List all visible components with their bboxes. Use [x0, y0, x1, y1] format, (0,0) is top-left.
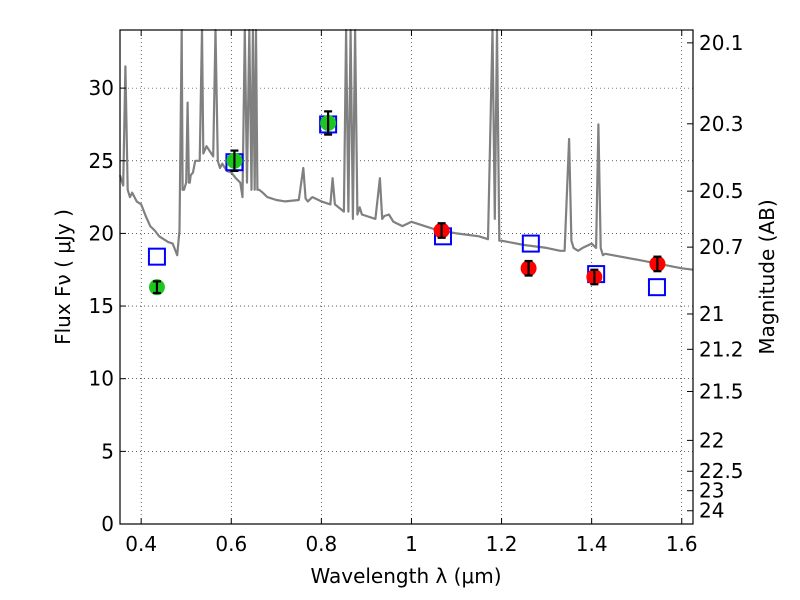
observed-photometry-points	[148, 110, 666, 296]
y2-tick-label: 20.5	[699, 179, 744, 203]
x-tick-label: 1.2	[486, 532, 518, 556]
y-axis-label: Flux Fν ( μJy )	[51, 209, 75, 345]
y-tick-label: 5	[101, 439, 114, 463]
plot-background	[120, 30, 693, 524]
y2-tick-label: 22	[699, 428, 724, 452]
x-tick-label: 1.6	[666, 532, 698, 556]
y-tick-label: 0	[101, 512, 114, 536]
x-tick-label: 1.4	[576, 532, 608, 556]
y-tick-labels: 0 5 10 15 20 25 30	[89, 76, 114, 536]
model-spectrum	[118, 28, 694, 271]
y-tick-label: 10	[89, 367, 114, 391]
x-axis-label: Wavelength λ (μm)	[310, 564, 501, 588]
y2-tick-label: 24	[699, 499, 724, 523]
model-photometry-square	[147, 247, 166, 266]
plot-frame	[119, 29, 694, 525]
x-tick-labels: 0.4 0.6 0.8 1 1.2 1.4 1.6	[125, 532, 697, 556]
axis-ticks	[120, 30, 693, 525]
x-tick-label: 1	[405, 532, 418, 556]
y2-axis-label: Magnitude (AB)	[755, 199, 779, 354]
y-tick-label: 30	[89, 76, 114, 100]
y2-tick-label: 22.5	[699, 459, 744, 483]
model-photometry-square	[521, 234, 540, 253]
x-tick-label: 0.6	[215, 532, 247, 556]
y-tick-label: 15	[89, 294, 114, 318]
model-photometry-square	[647, 278, 666, 297]
y2-tick-label: 21	[699, 302, 724, 326]
y2-tick-label: 20.7	[699, 235, 744, 259]
y-tick-label: 25	[89, 149, 114, 173]
y2-tick-label: 21.5	[699, 379, 744, 403]
y2-tick-label: 23	[699, 479, 724, 503]
model-spectrum-line	[118, 28, 694, 271]
y2-tick-label: 21.2	[699, 337, 744, 361]
y2-tick-label: 20.1	[699, 31, 744, 55]
x-tick-label: 0.8	[305, 532, 337, 556]
y-tick-label: 20	[89, 221, 114, 245]
y2-tick-label: 20.3	[699, 112, 744, 136]
x-tick-label: 0.4	[125, 532, 157, 556]
